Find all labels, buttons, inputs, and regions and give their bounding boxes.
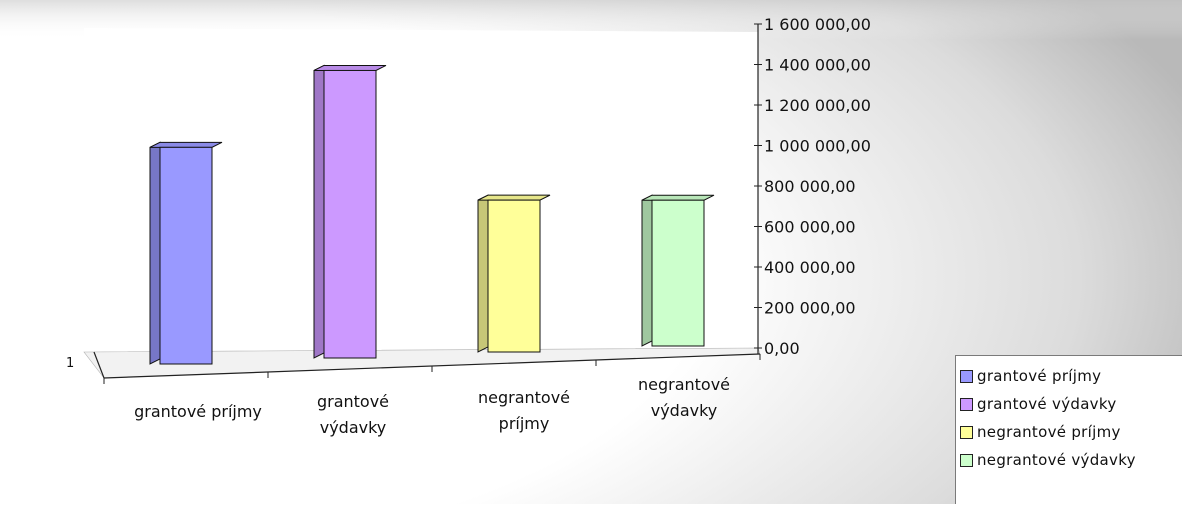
- bar-side: [641, 194, 653, 347]
- bar: [313, 64, 387, 359]
- y-tick-label: 1 400 000,00: [764, 56, 871, 75]
- bar-top: [641, 194, 715, 201]
- y-tick-label: 1 000 000,00: [764, 137, 871, 156]
- bar-front: [651, 199, 705, 347]
- legend-item: grantové výdavky: [960, 390, 1182, 418]
- legend-swatch: [960, 369, 973, 383]
- y-tick-label: 600 000,00: [764, 218, 856, 237]
- bar-top: [313, 64, 387, 71]
- bar-front: [159, 146, 213, 365]
- category-label: grantové príjmy: [134, 402, 262, 421]
- y-tick-label: 800 000,00: [764, 177, 856, 196]
- legend-item: negrantové príjmy: [960, 418, 1182, 446]
- bar: [641, 194, 715, 347]
- back-wall: [84, 28, 758, 352]
- bar-side: [149, 141, 161, 365]
- legend-item: grantové príjmy: [960, 362, 1182, 390]
- category-label: negrantové príjmy: [478, 388, 570, 433]
- legend-swatch: [960, 397, 973, 411]
- legend-label: negrantové výdavky: [977, 451, 1136, 469]
- bar-side: [313, 64, 325, 359]
- legend-swatch: [960, 425, 973, 439]
- bar-front: [323, 69, 377, 359]
- bar-top: [477, 194, 551, 201]
- depth-axis-line: [93, 351, 105, 379]
- bar: [477, 194, 551, 353]
- y-tick-label: 1 200 000,00: [764, 96, 871, 115]
- bar: [149, 141, 223, 365]
- y-tick-label: 400 000,00: [764, 258, 856, 277]
- legend: grantové príjmy grantové výdavky negrantov…: [955, 355, 1182, 504]
- bar-top: [149, 141, 223, 148]
- legend-label: negrantové príjmy: [977, 423, 1121, 441]
- y-tick-label: 200 000,00: [764, 299, 856, 318]
- legend-item: negrantové výdavky: [960, 446, 1182, 474]
- category-label: grantové výdavky: [317, 392, 389, 437]
- category-label: negrantové výdavky: [638, 375, 730, 420]
- series-axis-label: 1: [66, 356, 74, 371]
- legend-label: grantové výdavky: [977, 395, 1117, 413]
- y-tick-label: 1 600 000,00: [764, 15, 871, 34]
- bar-front: [487, 199, 541, 353]
- y-tick-label: 0,00: [764, 339, 800, 358]
- bar-side: [477, 194, 489, 353]
- legend-label: grantové príjmy: [977, 367, 1102, 385]
- legend-swatch: [960, 453, 973, 467]
